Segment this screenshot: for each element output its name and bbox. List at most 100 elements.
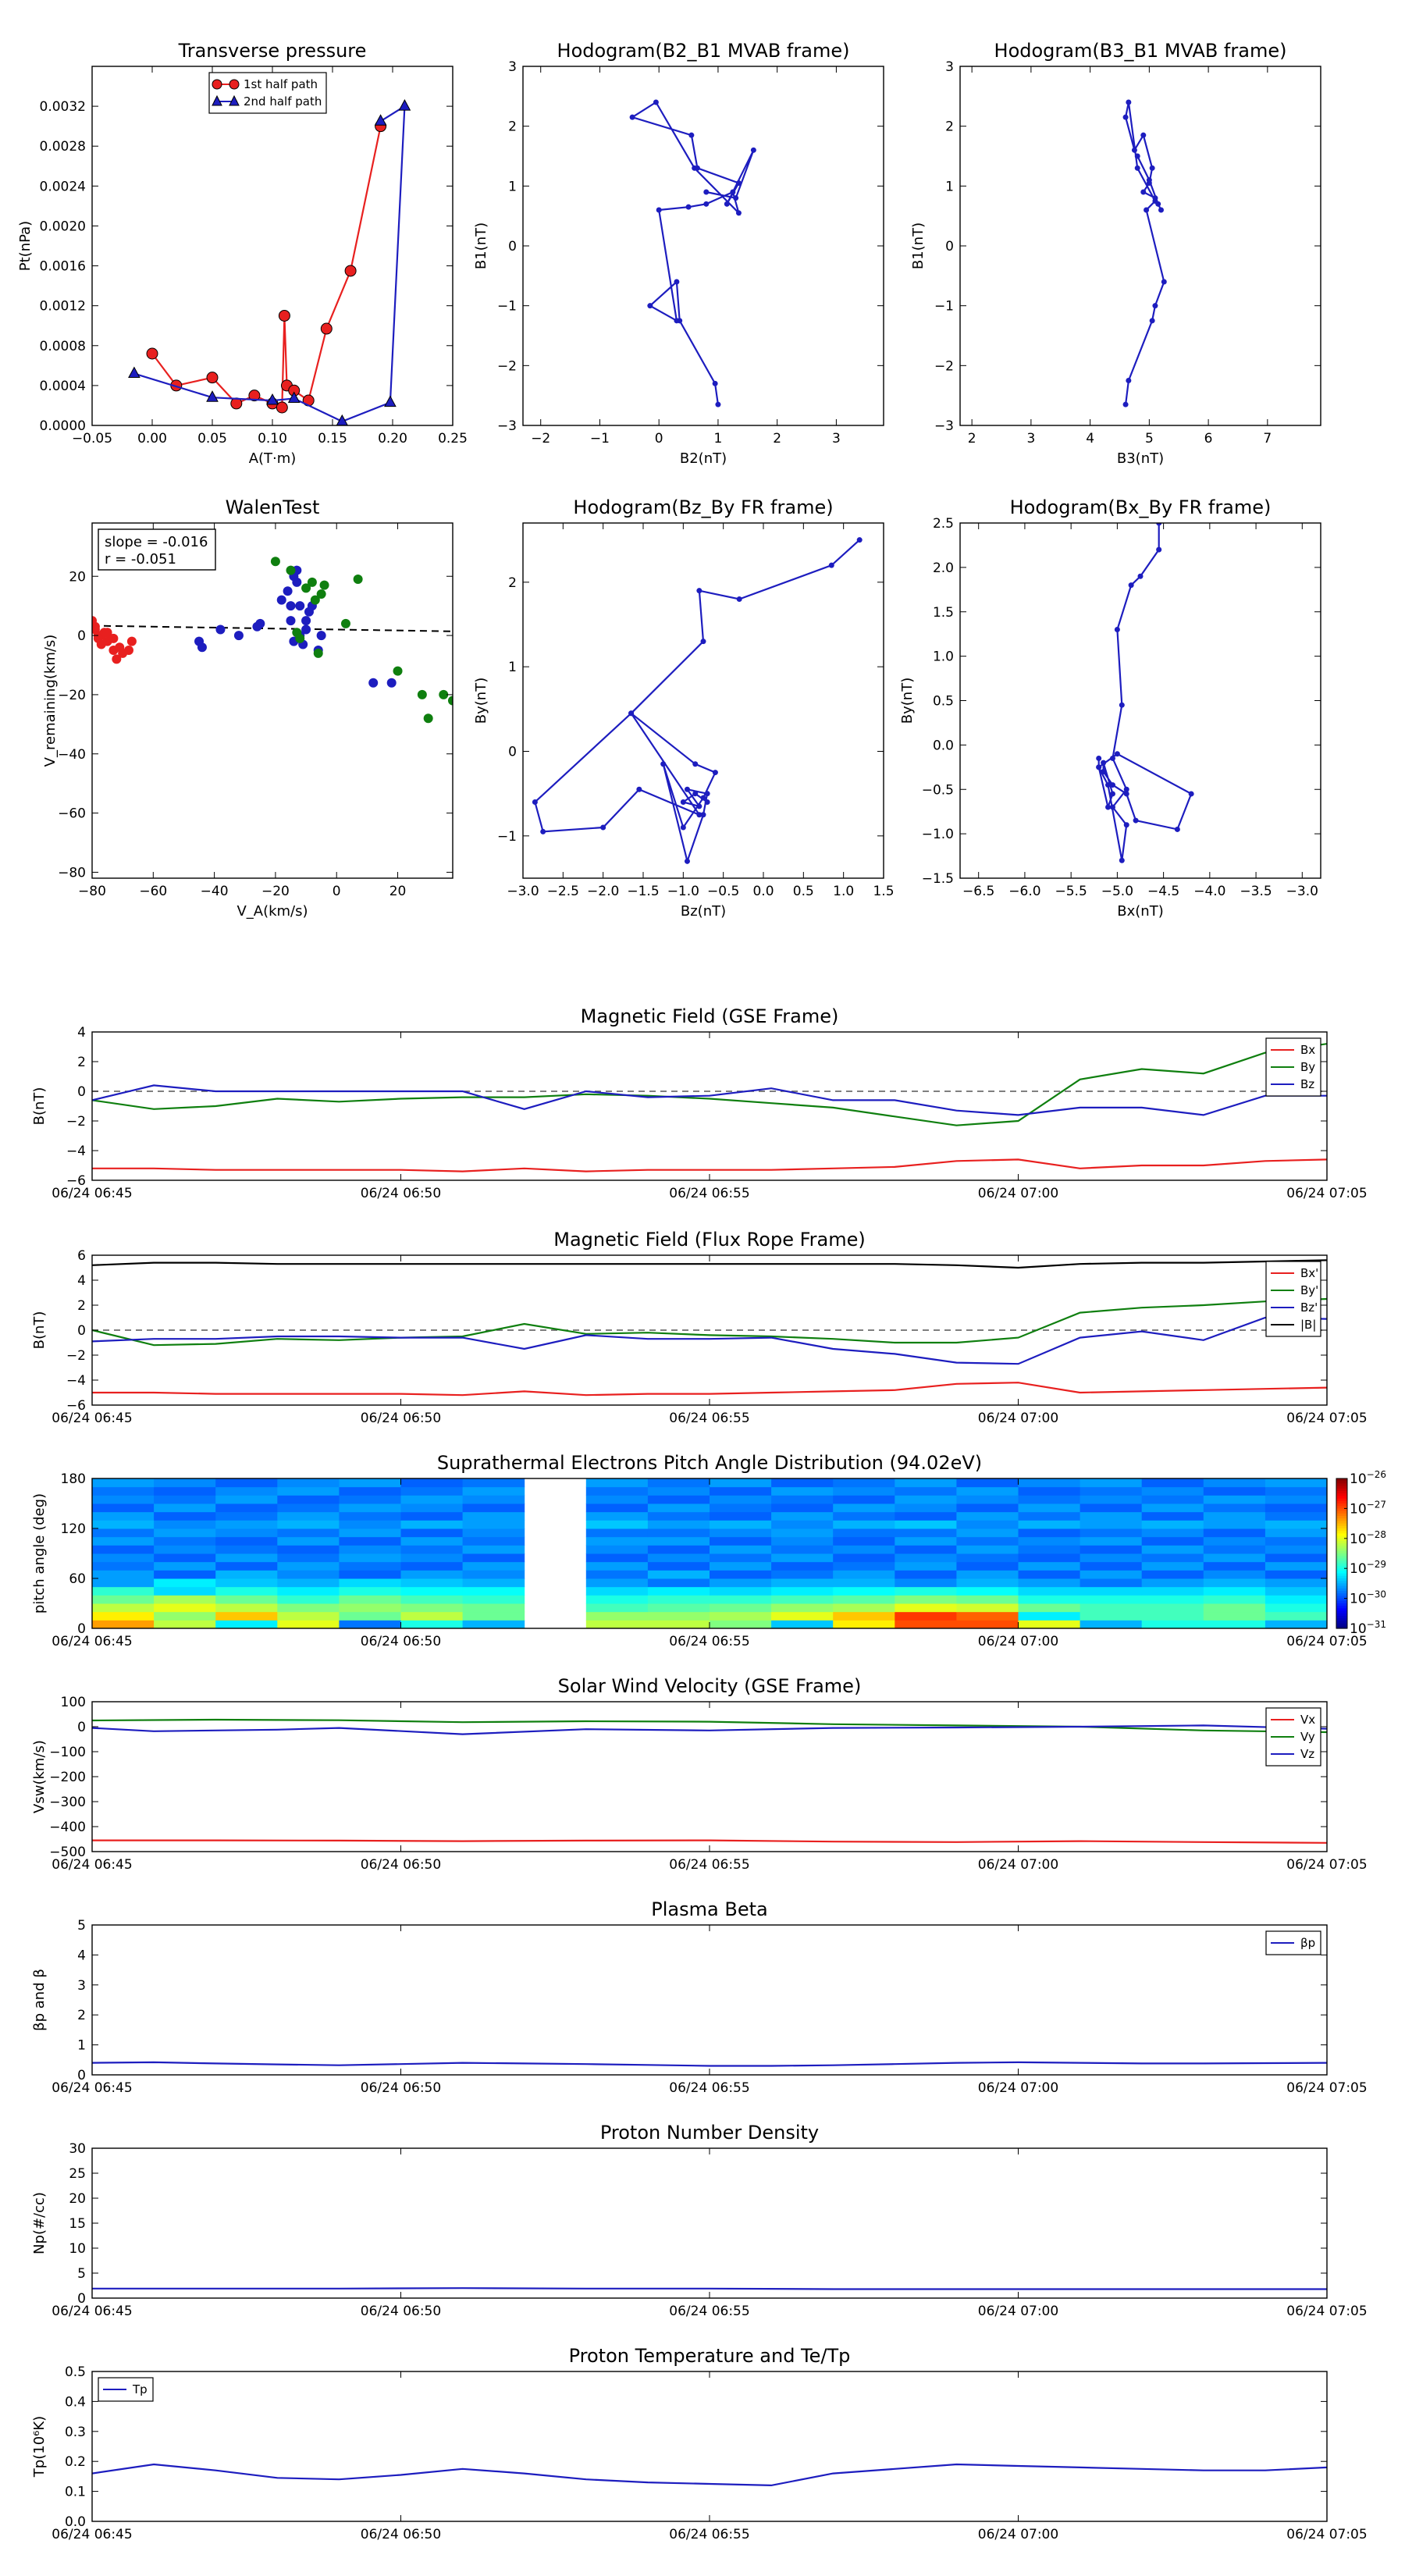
heatmap-cell: [956, 1520, 1019, 1529]
scatter-point: [439, 689, 449, 699]
heatmap-cell: [710, 1478, 772, 1488]
axes-frame: [91, 1701, 1328, 1852]
heatmap-cell: [92, 1511, 155, 1521]
heatmap-cell: [1018, 1553, 1081, 1563]
colorbar-step: [1336, 1506, 1347, 1509]
heatmap-cell: [339, 1603, 401, 1613]
scatter-point: [310, 595, 320, 605]
scatter-point: [292, 577, 302, 587]
series-line: [92, 2061, 1327, 2067]
scatter-point: [112, 654, 122, 664]
x-tick-label: 6: [1204, 431, 1213, 447]
heatmap-cell: [1203, 1511, 1266, 1521]
y-axis-label: B1(nT): [910, 222, 927, 269]
scatter-point: [93, 633, 103, 643]
heatmap-cell: [647, 1536, 710, 1546]
data-point: [1146, 177, 1152, 183]
series-1: [92, 1382, 1327, 1397]
y-tick-label: −1: [934, 299, 954, 315]
colorbar-step: [1336, 1508, 1347, 1512]
heatmap-cell: [956, 1603, 1019, 1613]
heatmap-cell: [1264, 1570, 1327, 1579]
x-tick-label: 2: [773, 431, 781, 447]
colorbar-step: [1336, 1588, 1347, 1592]
heatmap-cell: [647, 1486, 710, 1496]
y-tick-label: 1: [77, 2038, 86, 2054]
legend-label: Bz': [1300, 1300, 1318, 1315]
data-point: [398, 99, 411, 111]
y-tick-label: 10: [69, 2241, 86, 2257]
heatmap-cell: [215, 1611, 278, 1621]
x-tick-label: 0.0: [752, 884, 774, 899]
y-tick-label: −2: [934, 358, 954, 374]
axes-frame: [522, 522, 884, 879]
heatmap-cell: [956, 1486, 1019, 1496]
y-tick-label: 4: [77, 1025, 86, 1041]
y-tick-label: 0: [508, 745, 517, 760]
y-tick-label: −1.0: [922, 827, 954, 842]
heatmap-cell: [339, 1536, 401, 1546]
heatmap-cell: [1203, 1561, 1266, 1571]
heatmap-cell: [277, 1611, 340, 1621]
colorbar-step: [1336, 1518, 1347, 1521]
data-point: [1131, 147, 1137, 153]
data-point: [1123, 786, 1129, 792]
heatmap-cell: [647, 1503, 710, 1513]
heatmap-cell: [1264, 1553, 1327, 1563]
data-point: [1101, 769, 1107, 774]
heatmap-cell: [1080, 1536, 1143, 1546]
heatmap-cell: [215, 1536, 278, 1546]
scatter-point: [295, 601, 305, 611]
colorbar-step: [1336, 1513, 1347, 1517]
heatmap-cell: [154, 1503, 216, 1513]
axes-frame: [959, 66, 1321, 426]
heatmap-cell: [956, 1511, 1019, 1521]
x-tick-label: 06/24 06:45: [52, 2304, 132, 2319]
y-axis-label: pitch angle (deg): [31, 1493, 48, 1614]
heatmap-cell: [833, 1620, 895, 1628]
data-point: [1137, 573, 1144, 579]
heatmap-cell: [400, 1486, 464, 1496]
y-tick-label: 2.0: [933, 560, 954, 576]
heatmap-cell: [215, 1603, 278, 1613]
series-1: [629, 99, 756, 407]
chart-mag-gse: 06/24 06:45 06/24 06:50 06/24 06:55 06/24 0…: [31, 1005, 1368, 1201]
heatmap-cell: [956, 1578, 1019, 1588]
y-tick-label: −1: [497, 829, 517, 845]
heatmap-cell: [462, 1595, 525, 1604]
data-point: [696, 803, 702, 809]
series-line: [92, 1043, 1327, 1126]
data-point: [700, 795, 706, 801]
heatmap-cell: [1080, 1603, 1143, 1613]
heatmap-cell: [339, 1586, 401, 1596]
heatmap-cell: [277, 1586, 340, 1596]
x-tick-label: 4: [1086, 431, 1094, 447]
colorbar-step: [1336, 1596, 1347, 1599]
data-point: [712, 770, 718, 776]
x-tick-label: 1.5: [873, 884, 894, 899]
y-axis-label: Vsw(km/s): [31, 1740, 48, 1813]
data-point: [1134, 165, 1140, 171]
y-axis-label: Pt(nPa): [17, 221, 34, 271]
x-axis-label: Bx(nT): [1117, 903, 1163, 920]
heatmap-cell: [647, 1603, 710, 1613]
chart-walen: −80 −60 −40 −20 0 20 −80 −60 −40 −20 0 20 WalenTest V…: [42, 496, 454, 920]
heatmap-cell: [895, 1536, 957, 1546]
data-point: [735, 180, 742, 186]
heatmap-cell: [1264, 1595, 1327, 1604]
y-tick-label: 0.0024: [40, 179, 86, 194]
colorbar-step: [1336, 1531, 1347, 1534]
axes-frame: [91, 2147, 1328, 2299]
data-point: [1140, 132, 1147, 138]
x-tick-label: 0.20: [378, 431, 407, 447]
heatmap-cell: [956, 1528, 1019, 1538]
heatmap-cell: [154, 1495, 216, 1504]
data-point: [674, 279, 680, 285]
heatmap-cell: [1080, 1545, 1143, 1554]
chart-title: Proton Temperature and Te/Tp: [569, 2345, 851, 2367]
data-point: [735, 210, 742, 216]
x-tick-label: 06/24 06:55: [669, 1411, 749, 1426]
heatmap-cell: [771, 1495, 834, 1504]
chart-mag-fr: 06/24 06:45 06/24 06:50 06/24 06:55 06/24 0…: [31, 1229, 1368, 1426]
y-tick-label: 0.0: [65, 2514, 86, 2530]
